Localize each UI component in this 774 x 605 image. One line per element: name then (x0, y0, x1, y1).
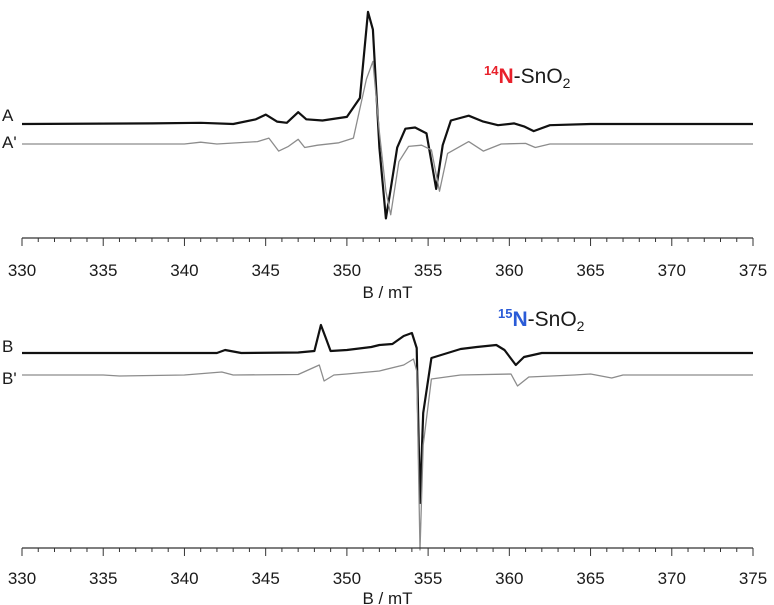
trace-label-b: B (2, 337, 13, 356)
trace-a-prime (22, 60, 753, 216)
x-axis-title-15n: B / mT (362, 589, 412, 605)
isotope-mass-14: 14 (484, 63, 499, 78)
x-tick-label: 340 (170, 569, 198, 588)
trace-b-prime (22, 358, 753, 551)
compound-subscript-14n: 2 (563, 75, 571, 91)
sample-label-14n: 14N-SnO2 (484, 63, 571, 91)
x-tick-label: 330 (8, 569, 36, 588)
x-tick-label: 335 (89, 261, 117, 280)
trace-label-a-prime: A' (2, 133, 17, 152)
x-tick-label: 355 (414, 261, 442, 280)
x-tick-label: 330 (8, 261, 36, 280)
compound-name-14n: -SnO (514, 65, 563, 88)
compound-name-15n: -SnO (528, 308, 577, 331)
x-tick-label: 360 (495, 261, 523, 280)
isotope-mass-15: 15 (498, 306, 512, 321)
x-tick-label: 340 (170, 261, 198, 280)
x-ticks-15n: 330 335 340 345 350 355 360 365 370 375 (8, 548, 767, 588)
isotope-element-15n: N (512, 308, 527, 331)
compound-subscript-15n: 2 (577, 318, 585, 334)
x-tick-label: 370 (658, 261, 686, 280)
x-tick-label: 355 (414, 569, 442, 588)
trace-label-a: A (2, 106, 14, 125)
traces-15n (22, 323, 753, 551)
x-tick-label: 365 (576, 569, 604, 588)
sample-label-15n: 15N-SnO2 (498, 306, 585, 334)
x-ticks-14n: 330 335 340 345 350 355 360 365 370 375 (8, 238, 767, 280)
x-tick-label: 365 (576, 261, 604, 280)
x-tick-label: 375 (739, 261, 767, 280)
x-tick-label: 335 (89, 569, 117, 588)
x-axis-title-14n: B / mT (362, 283, 412, 302)
panel-14n: 330 335 340 345 350 355 360 365 370 375 B / mT A … (2, 10, 767, 302)
traces-14n (21, 10, 753, 220)
x-tick-label: 370 (658, 569, 686, 588)
x-tick-label: 360 (495, 569, 523, 588)
x-tick-label: 345 (251, 261, 279, 280)
x-tick-label: 375 (739, 569, 767, 588)
x-tick-label: 350 (333, 569, 361, 588)
trace-b (22, 323, 753, 505)
x-tick-label: 345 (251, 569, 279, 588)
trace-a (21, 10, 753, 220)
isotope-element-14n: N (498, 65, 513, 88)
x-tick-label: 350 (333, 261, 361, 280)
trace-label-b-prime: B' (2, 369, 17, 388)
panel-15n: 330 335 340 345 350 355 360 365 370 375 B / mT B … (2, 306, 767, 605)
